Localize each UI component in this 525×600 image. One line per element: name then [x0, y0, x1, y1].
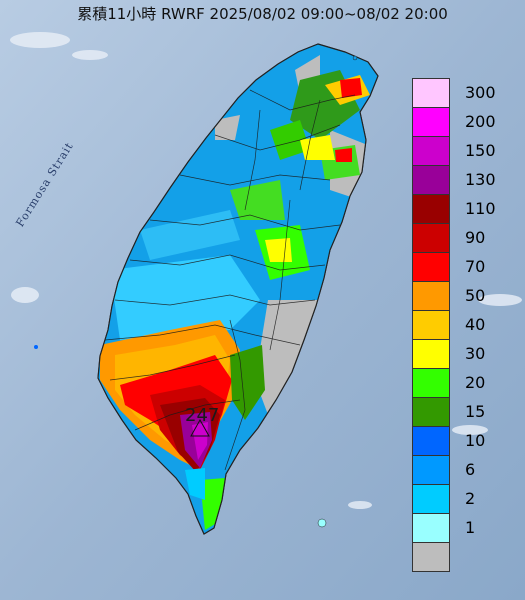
legend-swatch: [413, 311, 449, 340]
legend-label: 110: [465, 199, 496, 219]
legend-label: 50: [465, 286, 486, 306]
legend-swatch: [413, 282, 449, 311]
legend-label: 10: [465, 430, 486, 450]
legend-label: 15: [465, 401, 486, 421]
legend-swatch: [413, 456, 449, 485]
legend-swatch: [413, 340, 449, 369]
legend-label: 90: [465, 228, 486, 248]
legend-swatch: [413, 224, 449, 253]
legend-swatch: [413, 166, 449, 195]
legend-swatch: [413, 514, 449, 543]
color-legend: [412, 78, 450, 572]
legend-swatch: [413, 485, 449, 514]
legend-label: 30: [465, 343, 486, 363]
legend-label: 20: [465, 372, 486, 392]
max-rainfall-value: 247: [185, 405, 220, 426]
legend-label: 200: [465, 112, 496, 132]
legend-swatch: [413, 369, 449, 398]
legend-label: 6: [465, 459, 476, 479]
legend-swatch: [413, 427, 449, 456]
legend-label: 300: [465, 83, 496, 103]
legend-swatch: [413, 137, 449, 166]
map-title: 累積11小時 RWRF 2025/08/02 09:00~08/02 20:00: [77, 5, 448, 23]
legend-label: 150: [465, 141, 496, 161]
legend-label: 2: [465, 488, 476, 508]
legend-label: 70: [465, 257, 486, 277]
legend-swatch: [413, 195, 449, 224]
legend-swatch: [413, 398, 449, 427]
legend-swatch: [413, 79, 449, 108]
legend-label: 40: [465, 315, 486, 334]
legend-swatch: [413, 108, 449, 137]
legend-label: 1: [465, 517, 476, 537]
legend-swatch: [413, 253, 449, 282]
legend-label: 130: [465, 170, 496, 190]
legend-swatch: [413, 543, 449, 571]
